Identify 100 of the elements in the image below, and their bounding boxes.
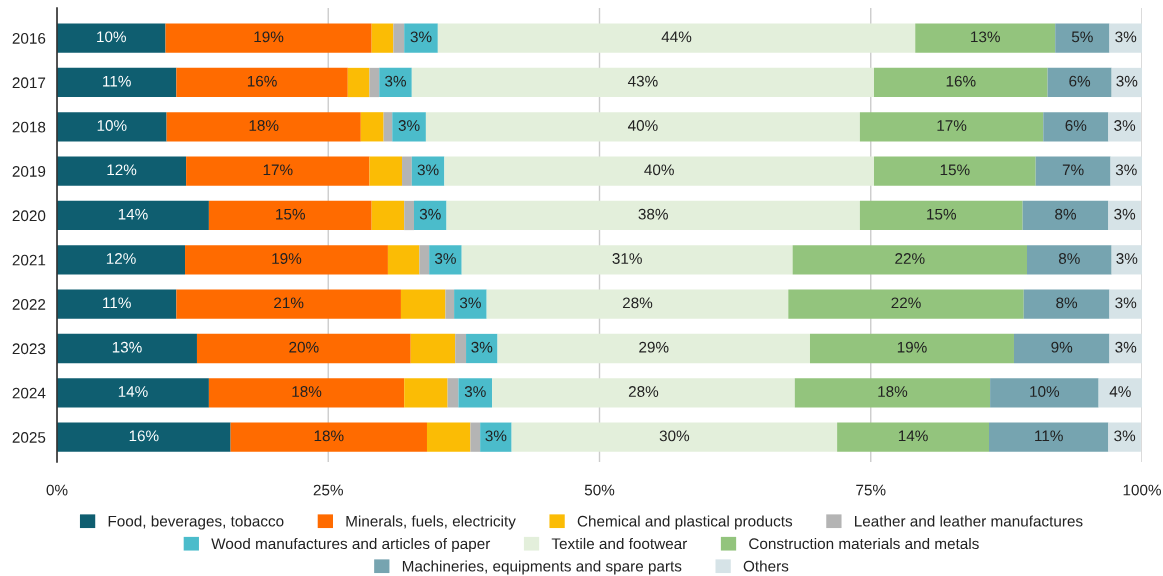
data-label: 3%	[419, 208, 441, 220]
bar	[1022, 200, 1109, 231]
bar	[1108, 112, 1141, 142]
bar	[492, 378, 795, 408]
bar	[444, 156, 875, 186]
bar	[874, 156, 1036, 186]
bar	[859, 200, 1023, 231]
data-label: 40%	[644, 164, 674, 176]
data-label: 3%	[471, 341, 493, 353]
data-label: 12%	[107, 164, 137, 176]
bar	[371, 200, 405, 231]
bar	[837, 422, 990, 452]
y-tick-label: 2017	[12, 77, 46, 89]
bar	[447, 378, 459, 408]
data-label: 11%	[1035, 430, 1063, 442]
y-tick-label: 2020	[12, 210, 46, 222]
data-label: 16%	[129, 430, 159, 442]
data-label: 15%	[276, 208, 306, 220]
data-label: 3%	[1116, 75, 1138, 87]
data-label: 3%	[459, 297, 481, 309]
data-label: 14%	[118, 386, 148, 397]
data-label: 6%	[1069, 75, 1091, 87]
bar	[387, 245, 420, 275]
bar	[990, 378, 1099, 408]
bar	[230, 422, 427, 452]
bar	[1035, 156, 1111, 186]
bar	[792, 245, 1027, 275]
data-label: 10%	[97, 31, 126, 43]
bar	[429, 245, 462, 275]
bar	[196, 333, 411, 364]
bar	[1043, 112, 1109, 142]
data-label: 3%	[385, 75, 407, 87]
bar	[411, 156, 445, 186]
bar	[915, 23, 1056, 53]
data-label: 3%	[1114, 120, 1136, 131]
bar	[1108, 422, 1141, 452]
bar	[347, 67, 370, 98]
data-label: 3%	[1114, 430, 1136, 442]
data-label: 3%	[410, 31, 432, 43]
bar	[400, 289, 446, 319]
bar	[859, 112, 1044, 142]
bar	[57, 23, 166, 53]
data-label: 3%	[485, 430, 507, 442]
data-label: 3%	[1115, 31, 1137, 43]
data-label: 17%	[937, 120, 967, 131]
x-tick-label: 50%	[584, 484, 615, 496]
bar	[788, 289, 1024, 319]
data-label: 18%	[292, 386, 322, 397]
legend-label: Chemical and plastical products	[577, 515, 793, 530]
legend-label: Food, beverages, tobacco	[108, 515, 284, 530]
data-label: 38%	[638, 208, 668, 220]
x-tick-label: 75%	[856, 484, 886, 496]
x-tick-label: 0%	[46, 484, 68, 496]
bar	[57, 378, 209, 408]
bar	[455, 333, 467, 364]
bar	[794, 378, 991, 408]
x-tick-label: 25%	[313, 484, 343, 496]
bar	[411, 67, 875, 98]
data-label: 10%	[97, 120, 127, 131]
bar	[369, 67, 380, 98]
y-tick-label: 2016	[12, 33, 46, 44]
bar	[371, 23, 394, 53]
bar	[1026, 245, 1112, 275]
y-tick-label: 2025	[12, 432, 46, 443]
y-tick-label: 2018	[12, 121, 46, 133]
y-tick-label: 2019	[12, 166, 46, 177]
bar	[470, 422, 481, 452]
bar	[410, 333, 456, 364]
bar	[369, 156, 403, 186]
bar	[989, 422, 1109, 452]
data-label: 18%	[878, 386, 908, 397]
bar	[166, 112, 361, 142]
bar	[511, 422, 838, 452]
data-label: 16%	[247, 75, 277, 87]
data-label: 15%	[927, 208, 957, 220]
data-label: 9%	[1051, 341, 1073, 353]
bar	[176, 289, 401, 319]
data-label: 16%	[946, 75, 976, 87]
y-tick-label: 2022	[12, 299, 46, 310]
bar	[57, 200, 209, 231]
bar	[176, 67, 348, 98]
data-label: 8%	[1055, 208, 1076, 220]
y-tick-label: 2021	[12, 254, 46, 266]
bar	[461, 245, 793, 275]
data-label: 17%	[263, 164, 293, 176]
legend-label: Machineries, equipments and spare parts	[402, 560, 682, 575]
bar	[413, 200, 447, 231]
data-label: 15%	[940, 164, 970, 176]
legend-label: Minerals, fuels, electricity	[346, 515, 516, 530]
data-label: 40%	[627, 120, 658, 131]
data-label: 19%	[272, 253, 302, 264]
bar	[392, 112, 426, 142]
bar	[486, 289, 789, 319]
bar	[379, 67, 412, 98]
bar	[1047, 67, 1112, 98]
bar	[404, 378, 448, 408]
bar	[165, 23, 372, 53]
bar	[1023, 289, 1110, 319]
bar	[57, 422, 231, 452]
legend-label: Construction materials and metals	[749, 537, 979, 550]
